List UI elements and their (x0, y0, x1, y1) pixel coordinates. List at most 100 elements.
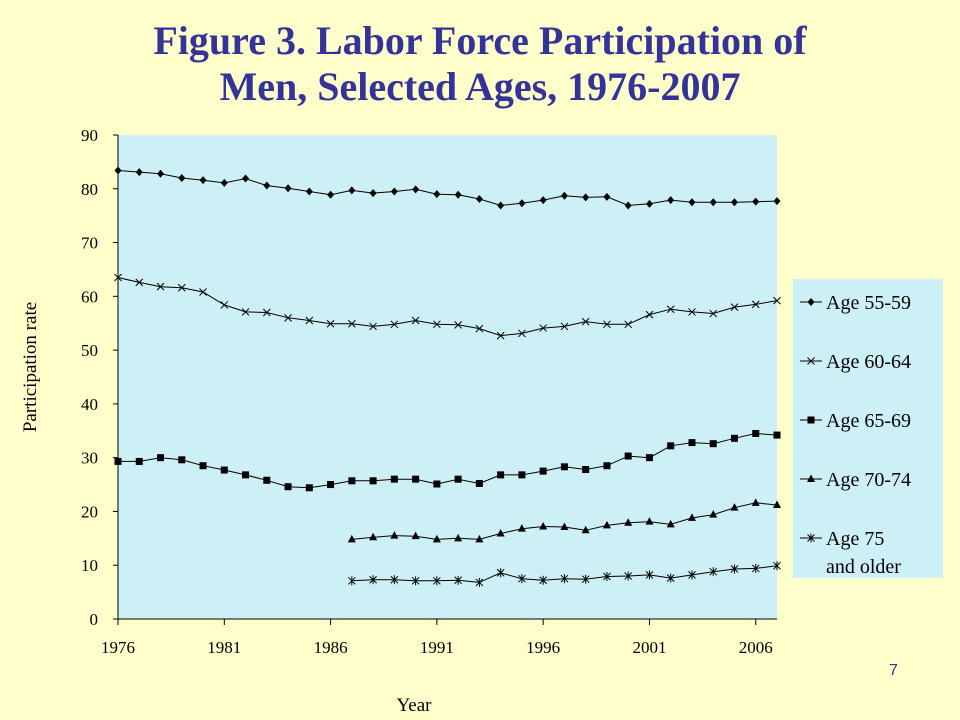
data-point (645, 199, 653, 208)
axes: 0 10 20 30 40 50 60 70 80 90 1976 1981 1986 1991 1996 2… (81, 126, 777, 657)
y-tick-label: 90 (81, 126, 98, 145)
data-point (284, 483, 292, 491)
data-point (390, 575, 399, 585)
data-point (709, 567, 718, 577)
data-point (347, 576, 356, 586)
data-point (539, 522, 548, 530)
title-line-1: Figure 3. Labor Force Participation of (153, 18, 807, 63)
series-line (118, 432, 778, 489)
data-point (348, 477, 356, 485)
data-point (454, 533, 463, 542)
y-tick-label: 0 (90, 610, 99, 629)
legend-marker (807, 474, 815, 482)
data-point (369, 532, 378, 541)
page-number: 7 (889, 662, 898, 679)
data-point (114, 166, 122, 175)
data-point (390, 320, 399, 329)
data-point (284, 313, 292, 322)
data-point (496, 331, 505, 340)
data-point (454, 575, 462, 585)
data-point (263, 476, 271, 484)
data-point (497, 471, 505, 479)
data-point (220, 301, 229, 309)
data-point (475, 324, 484, 333)
data-point (178, 456, 186, 464)
data-point (220, 466, 228, 474)
data-point (518, 574, 526, 584)
data-point (624, 452, 632, 460)
y-tick-label: 20 (81, 502, 98, 521)
data-point (496, 568, 505, 578)
legend-label: Age 55-59 (826, 292, 911, 314)
x-tick-label: 1991 (420, 638, 454, 657)
legend-marker (807, 416, 815, 424)
data-point (751, 498, 760, 506)
legend-item-4: Age 70-74 (800, 469, 911, 491)
data-point (752, 429, 760, 437)
data-point (390, 531, 399, 539)
data-point (177, 283, 186, 292)
y-tick-label: 80 (81, 180, 98, 199)
data-point (560, 191, 568, 200)
data-point (539, 575, 548, 585)
data-point (114, 273, 122, 282)
data-point (666, 519, 675, 528)
data-point (582, 193, 590, 202)
data-point (369, 477, 377, 485)
data-point (539, 467, 547, 475)
data-point (666, 305, 675, 314)
data-point (645, 454, 653, 462)
data-point (688, 308, 696, 316)
data-point (773, 197, 781, 206)
series-2 (114, 273, 781, 340)
data-point (412, 475, 420, 483)
data-point (751, 563, 760, 573)
data-point (284, 184, 292, 193)
series-1 (114, 166, 781, 210)
data-point (327, 481, 335, 489)
x-axis-label: Year (396, 695, 432, 716)
data-point (688, 198, 696, 207)
data-point (433, 320, 441, 329)
data-point (773, 431, 781, 439)
data-point (135, 278, 144, 287)
data-point (369, 575, 377, 585)
data-point (667, 442, 675, 450)
legend (793, 279, 943, 578)
data-point (114, 457, 122, 465)
data-point (305, 187, 313, 196)
data-point (496, 528, 505, 537)
data-point (241, 308, 250, 316)
data-point (645, 570, 654, 580)
data-point (390, 475, 398, 483)
data-point (709, 440, 717, 448)
data-point (305, 316, 314, 325)
data-point (709, 198, 717, 207)
data-point (752, 197, 760, 206)
data-point (347, 319, 356, 328)
x-tick-label: 1976 (101, 638, 135, 657)
data-point (135, 168, 143, 177)
data-point (348, 186, 356, 195)
data-point (602, 520, 611, 529)
series-5 (347, 561, 781, 587)
data-point (560, 463, 568, 471)
legend-label: Age 65-69 (826, 410, 911, 432)
data-point (199, 176, 207, 185)
data-point (624, 571, 633, 581)
data-point (581, 574, 590, 584)
data-point (603, 192, 611, 201)
data-point (751, 300, 760, 309)
data-point (581, 317, 590, 326)
series-4 (347, 498, 781, 543)
series-3 (114, 429, 781, 492)
data-point (369, 322, 377, 331)
data-point (645, 517, 654, 525)
data-point (517, 524, 526, 532)
data-point (603, 320, 611, 329)
data-point (433, 190, 441, 199)
data-point (773, 561, 781, 571)
data-point (135, 457, 143, 465)
data-point (454, 475, 462, 483)
